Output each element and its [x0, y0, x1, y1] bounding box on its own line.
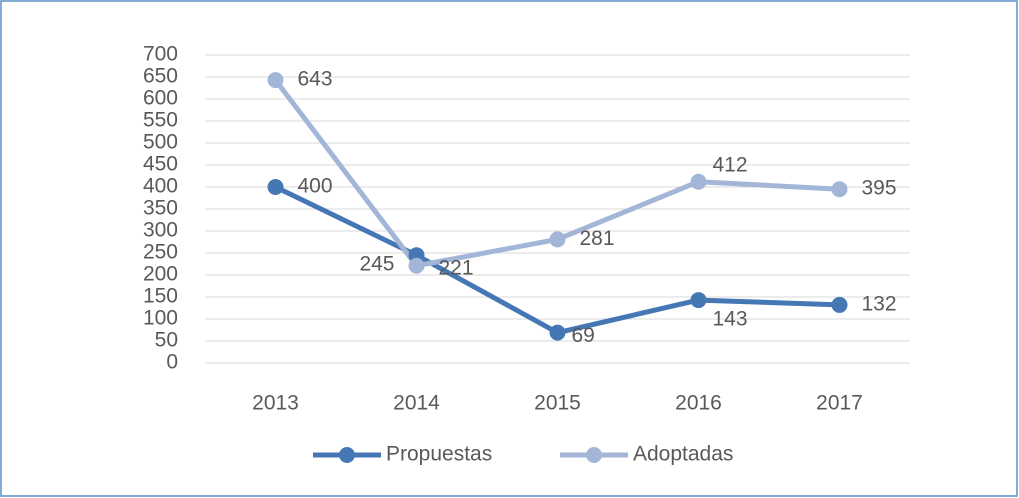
y-tick-label: 50 [155, 329, 178, 352]
x-tick-label: 2013 [252, 392, 299, 415]
point [831, 181, 848, 198]
y-tick-label: 550 [143, 109, 178, 132]
legend-marker [586, 447, 602, 463]
y-tick-label: 400 [143, 175, 178, 198]
y-tick-label: 450 [143, 153, 178, 176]
data-label: 412 [713, 153, 748, 176]
data-label: 400 [298, 175, 333, 198]
y-tick-label: 0 [166, 351, 178, 374]
point [408, 257, 425, 274]
y-tick-label: 100 [143, 307, 178, 330]
legend-label: Adoptadas [633, 443, 733, 466]
legend-label: Propuestas [386, 443, 492, 466]
data-label: 245 [359, 253, 394, 276]
y-tick-label: 250 [143, 241, 178, 264]
x-tick-label: 2014 [393, 392, 440, 415]
data-label: 395 [862, 177, 897, 200]
y-tick-label: 350 [143, 197, 178, 220]
y-tick-label: 150 [143, 285, 178, 308]
data-label: 643 [298, 68, 333, 91]
point [549, 324, 566, 341]
x-tick-label: 2016 [675, 392, 722, 415]
x-tick-label: 2015 [534, 392, 581, 415]
y-tick-label: 200 [143, 263, 178, 286]
data-label: 132 [862, 292, 897, 315]
data-label: 143 [713, 308, 748, 331]
legend-marker [339, 447, 355, 463]
y-tick-label: 700 [143, 43, 178, 66]
y-tick-label: 600 [143, 87, 178, 110]
y-tick-label: 500 [143, 131, 178, 154]
point [267, 72, 284, 89]
data-label: 69 [572, 324, 595, 347]
point [690, 173, 707, 190]
point [831, 296, 848, 313]
point [690, 292, 707, 309]
y-tick-label: 650 [143, 65, 178, 88]
x-tick-label: 2017 [816, 392, 863, 415]
point [549, 231, 566, 248]
data-label: 221 [439, 256, 474, 279]
y-tick-label: 300 [143, 219, 178, 242]
data-label: 281 [580, 227, 615, 250]
point [267, 179, 284, 195]
